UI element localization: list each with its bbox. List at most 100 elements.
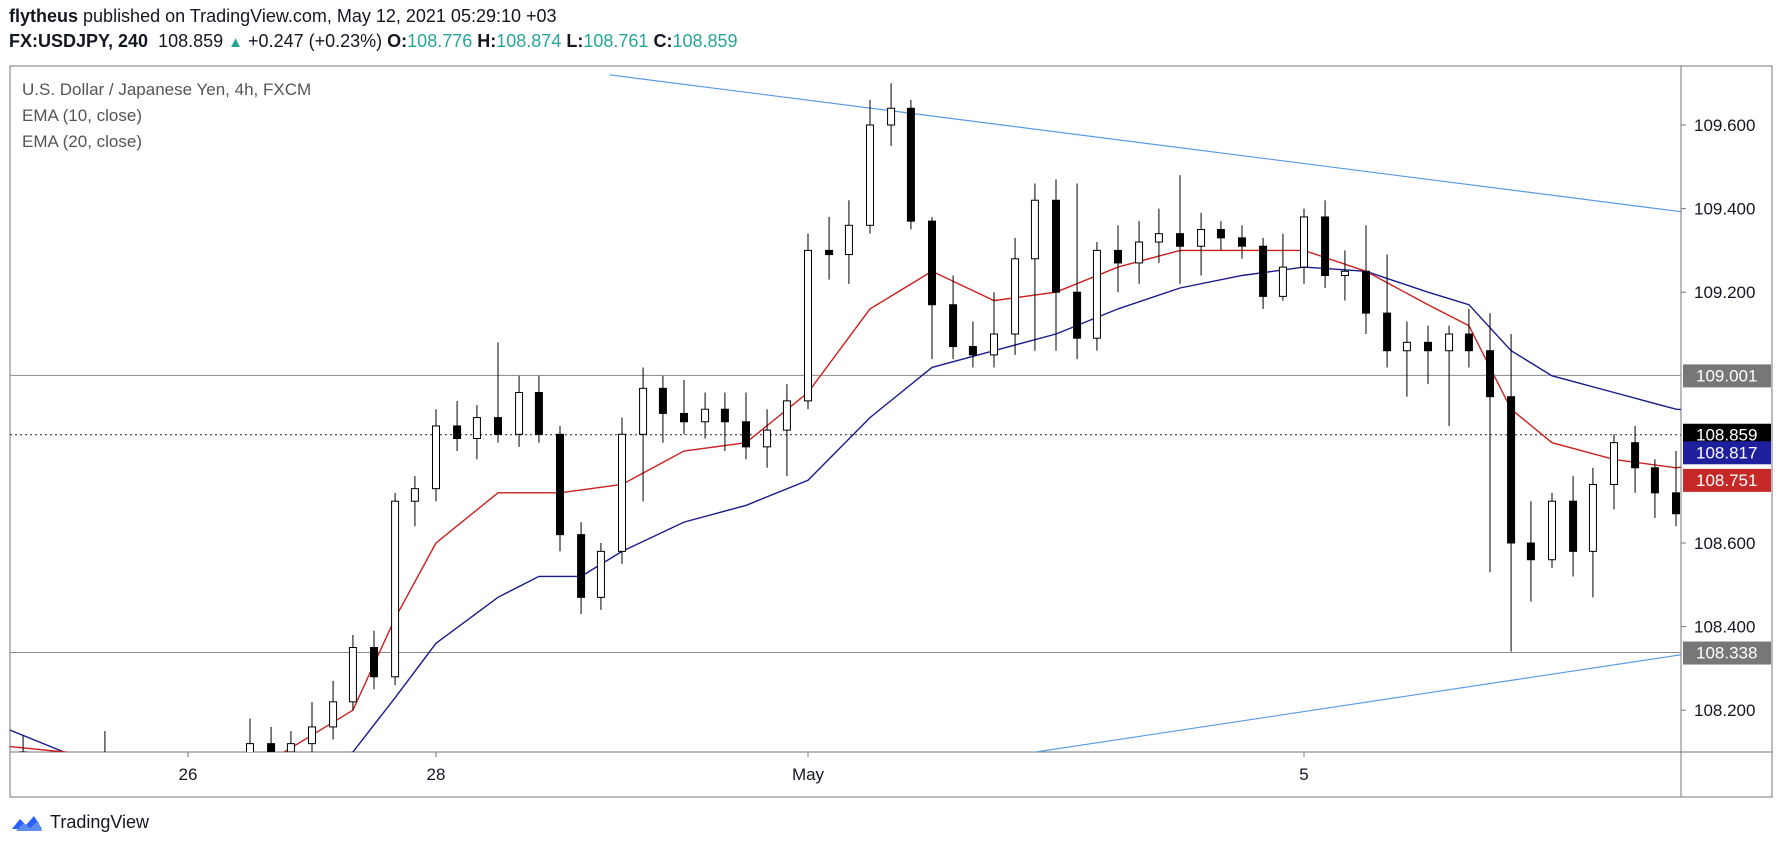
level-price-label: 108.338 [1696,644,1757,663]
level-price-box [1683,641,1771,665]
candle [680,379,688,435]
candle [286,731,295,752]
candle [1073,183,1082,360]
candle-body-down [1631,442,1640,469]
candle-body-up [639,387,648,435]
candle [825,216,834,280]
candle-body-down [680,412,688,423]
level-price-box [1683,364,1771,388]
candle-body-up [515,392,524,435]
candle-body-down [1176,233,1184,247]
candle-body-down [1321,216,1330,276]
candle [887,83,896,146]
candle-body-up [286,743,295,752]
candle [1011,237,1020,355]
candle-body-down [0,710,6,752]
candle-body-down [742,421,750,448]
chart-frame [9,65,1773,798]
candle-body-down [534,392,543,435]
candle [1340,250,1349,301]
candle-body-down [928,220,936,306]
candle [1135,221,1144,284]
trendline-ascending [1031,654,1681,752]
publish-line: flytheus published on TradingView.com, M… [9,6,557,27]
candle-body-down [968,346,977,356]
candle-body-down [1114,249,1122,264]
up-triangle-icon: ▲ [228,34,244,51]
candle-body-up [1135,241,1144,264]
candle-body-down [1650,467,1659,494]
price-change: +0.247 (+0.23%) [248,31,383,51]
candle [453,400,462,452]
candle [1445,325,1454,426]
candle-body-up [246,743,254,752]
candle [1030,183,1039,351]
candle [1588,467,1597,598]
last-price-box [1683,423,1771,447]
candle-body-down [720,408,729,423]
candle [866,99,874,234]
candle-body-down [1775,401,1782,455]
candle [348,634,357,711]
open-value: 108.776 [407,31,473,51]
brand-text: TradingView [50,812,150,832]
candle-body-up [348,647,357,703]
candle-body-up [472,417,481,440]
candle-body-up [1092,249,1101,339]
candle-body-down [1507,396,1516,544]
y-tick-label: 108.600 [1694,534,1755,553]
candle-body-up [1548,500,1556,561]
candle-body-up [1300,216,1308,268]
candle-body-down [825,249,834,256]
y-tick-label: 109.200 [1694,283,1755,302]
x-tick-label: 28 [427,765,446,784]
candle [949,275,958,360]
candle-body-up [804,249,812,402]
ema20-legend: EMA (20, close) [22,132,142,151]
candle [370,630,378,690]
candle [763,409,772,468]
candle [1672,451,1680,527]
y-tick-label: 109.400 [1694,200,1755,219]
ema10-price-label: 108.817 [1696,443,1757,462]
candle-body-down [1073,291,1082,339]
high-value: 108.874 [496,31,562,51]
candle [844,200,853,284]
candle-body-down [267,743,276,752]
plot-area [0,74,1782,752]
close-value: 108.859 [672,31,738,51]
tradingview-cloud-icon [12,815,42,831]
candle [1569,476,1578,577]
low-value: 108.761 [583,31,649,51]
published-text: published on TradingView.com, May 12, 20… [83,6,557,26]
y-tick-label: 109.600 [1694,116,1755,135]
candle [1424,325,1432,385]
candle-body-up [844,224,853,256]
candle [1300,208,1308,284]
candle [1362,225,1370,334]
candle-body-up [701,408,710,423]
candle-body-down [906,107,915,222]
candle-body-down [1383,312,1392,352]
candle-body-up [1030,199,1039,260]
last-price: 108.859 [158,31,224,51]
candle [1650,459,1659,518]
candle-body-up [410,488,419,502]
candle-body-down [1362,270,1370,314]
candle-body-down [1216,229,1225,239]
candle-body-down [658,387,667,414]
open-label: O: [387,31,408,51]
candle-body-down [1672,492,1680,515]
tradingview-logo[interactable]: TradingView [10,812,149,833]
candle-body-up [391,500,400,678]
candle [1052,179,1060,351]
symbol-label: FX:USDJPY, 240 [9,31,149,51]
candle [1114,225,1122,293]
ema20-price-box [1683,468,1771,492]
candle-body-up [329,701,338,728]
author-name[interactable]: flytheus [9,6,79,26]
candle-body-down [556,433,564,536]
candle-body-up [1011,258,1020,335]
candle [782,384,791,477]
